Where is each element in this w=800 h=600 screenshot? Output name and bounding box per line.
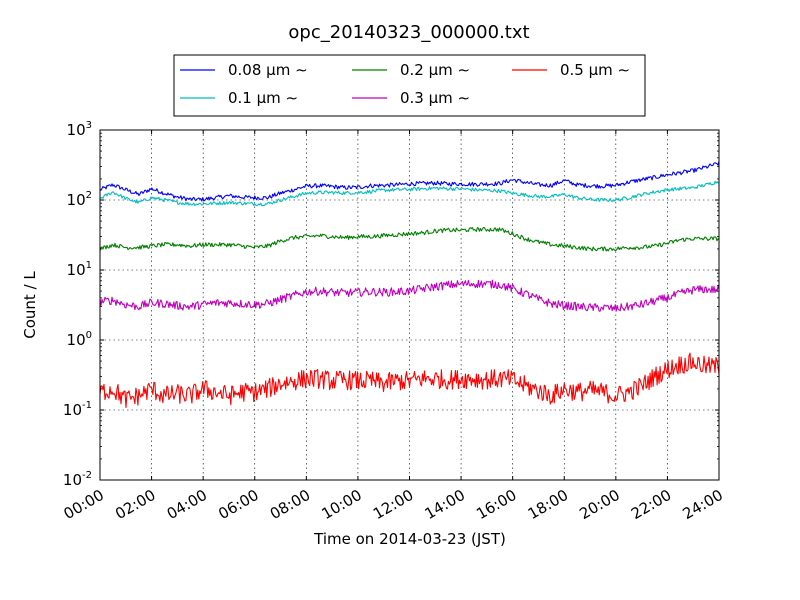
legend-box bbox=[173, 54, 646, 117]
series-line-2 bbox=[99, 180, 720, 207]
series-line-4 bbox=[99, 279, 720, 312]
axis-ticks bbox=[99, 129, 720, 481]
legend-label: 0.3 μm ∼ bbox=[400, 89, 470, 107]
y-tick-label: 10-2 bbox=[63, 470, 92, 489]
x-axis-label: Time on 2014-03-23 (JST) bbox=[313, 530, 506, 548]
legend-label: 0.2 μm ∼ bbox=[400, 61, 470, 79]
chart-title: opc_20140323_000000.txt bbox=[288, 22, 529, 43]
y-tick-labels: 10-2 10-1 100 101 102 103 bbox=[63, 120, 92, 489]
y-tick-label: 100 bbox=[67, 330, 92, 349]
legend-label: 0.08 μm ∼ bbox=[228, 61, 308, 79]
y-tick-label: 102 bbox=[67, 190, 92, 209]
series-group bbox=[99, 161, 720, 409]
legend: 0.08 μm ∼ 0.1 μm ∼ 0.2 μm ∼ 0.3 μm ∼ 0.5 μm … bbox=[173, 54, 646, 117]
legend-label: 0.1 μm ∼ bbox=[228, 89, 298, 107]
series-line-3 bbox=[99, 226, 720, 252]
legend-label: 0.5 μm ∼ bbox=[560, 61, 630, 79]
y-tick-label: 103 bbox=[67, 120, 92, 139]
y-axis-label: Count / L bbox=[21, 271, 39, 339]
y-tick-label: 10-1 bbox=[63, 400, 92, 419]
series-line-5 bbox=[99, 352, 720, 409]
series-line-1 bbox=[99, 161, 720, 202]
y-tick-label: 101 bbox=[67, 260, 92, 279]
